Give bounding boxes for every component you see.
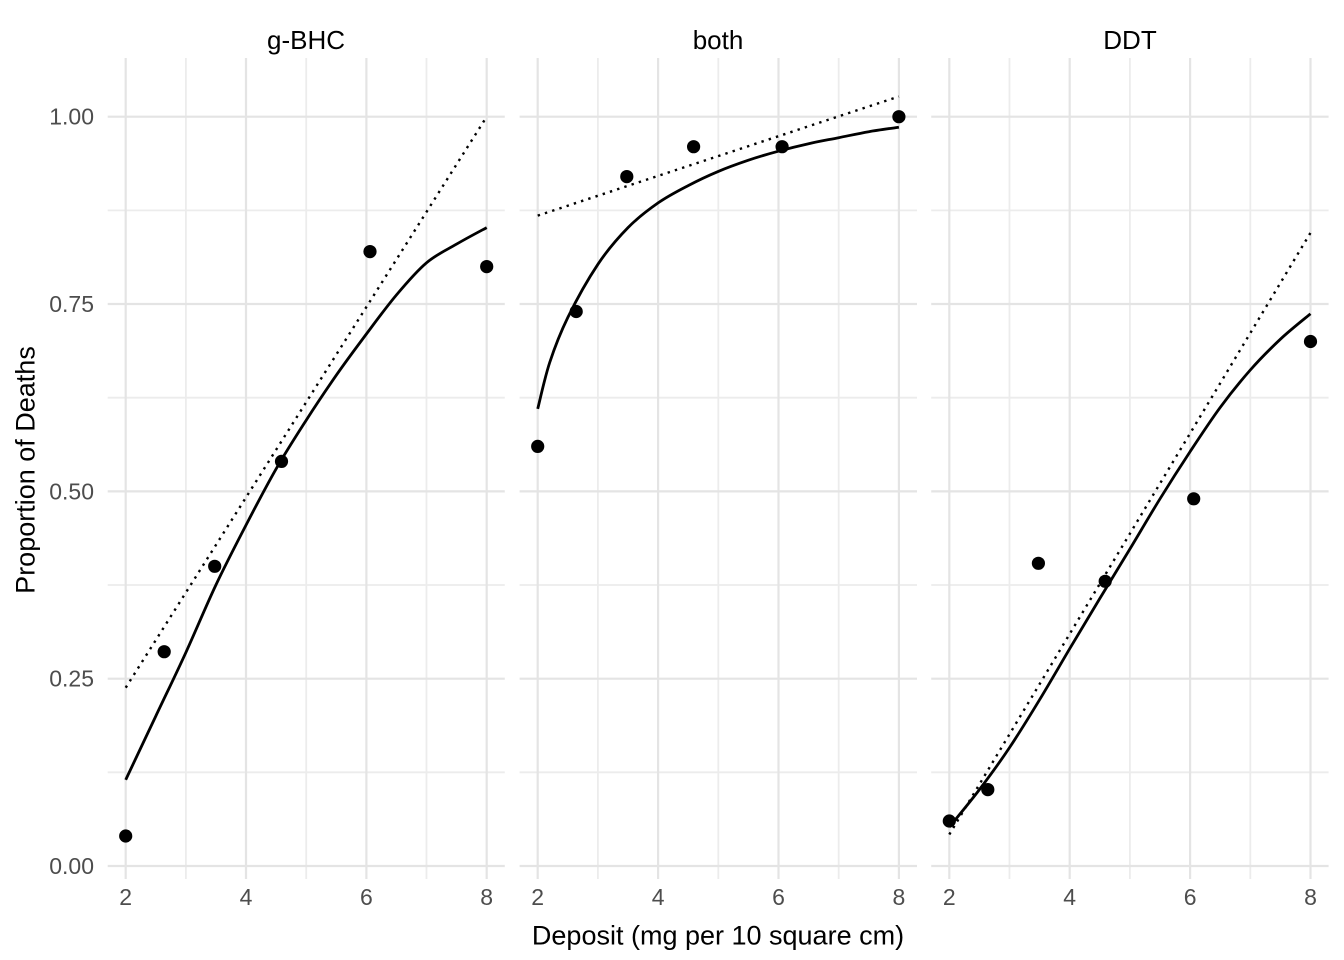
data-point [1098,574,1112,588]
facet-strip-label-both: both [692,25,744,55]
x-tick-label: 4 [652,884,665,910]
y-tick-label: 1.00 [49,104,94,130]
facet-strip-label-gbhc: g-BHC [266,25,346,55]
data-point [892,110,906,124]
x-tick-label: 2 [119,884,132,910]
solid-fit-curve [124,226,488,781]
data-point [1303,334,1318,349]
data-point [480,260,494,274]
dotted-fit-line [124,116,488,689]
x-tick-label: 2 [531,884,544,910]
data-point [775,140,789,154]
data-point [363,245,377,259]
x-tick-label: 4 [240,884,253,910]
x-tick-label: 8 [1304,884,1317,910]
x-tick-label: 8 [893,884,906,910]
data-point [157,645,171,659]
x-tick-label: 6 [1184,884,1197,910]
data-point [942,814,956,828]
data-point [569,304,583,319]
data-point [981,783,995,797]
x-tick-label: 8 [480,884,493,910]
data-point [274,454,289,468]
data-point [531,439,545,453]
data-point [687,140,701,154]
x-tick-label: 4 [1063,884,1076,910]
data-point [620,170,634,184]
x-axis-title: Deposit (mg per 10 square cm) [531,920,905,951]
y-tick-label: 0.75 [49,291,94,317]
y-tick-label: 0.50 [49,478,94,504]
data-point [119,829,133,843]
data-point [1031,556,1045,570]
dotted-fit-line [537,95,900,217]
y-tick-label: 0.00 [49,853,94,879]
facet-strip-label-ddt: DDT [1103,25,1157,55]
x-tick-label: 6 [772,884,785,910]
dotted-fit-line [948,232,1312,836]
x-tick-label: 6 [360,884,373,910]
data-point [1187,492,1201,506]
y-axis-title: Proportion of Deaths [10,346,41,594]
x-tick-label: 2 [943,884,956,910]
data-point [208,559,222,573]
y-tick-label: 0.25 [49,666,94,692]
solid-fit-curve [948,312,1312,828]
